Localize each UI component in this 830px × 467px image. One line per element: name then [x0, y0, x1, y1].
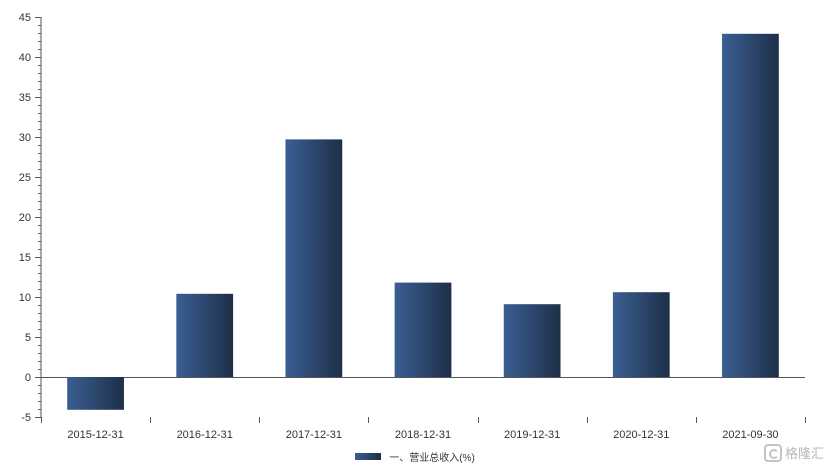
y-axis: -5 0 5 10 15 20 25 30 35 40 45 — [19, 12, 42, 424]
y-tick-label: 45 — [19, 12, 31, 24]
y-tick-label: -5 — [21, 412, 31, 424]
y-tick-label: 30 — [19, 132, 31, 144]
x-tick-label: 2019-12-31 — [504, 429, 560, 441]
y-tick-label: 0 — [25, 372, 31, 384]
y-tick-label: 40 — [19, 52, 31, 64]
y-tick-label: 10 — [19, 292, 31, 304]
bar[interactable] — [285, 139, 343, 377]
legend[interactable]: 一、营业总收入(%) — [0, 449, 830, 464]
bar[interactable] — [394, 282, 452, 377]
legend-swatch — [355, 453, 382, 460]
x-tick-label: 2017-12-31 — [286, 429, 342, 441]
bar[interactable] — [503, 304, 561, 377]
bar[interactable] — [612, 292, 670, 377]
x-tick-label: 2020-12-31 — [613, 429, 669, 441]
y-tick-label: 35 — [19, 92, 31, 104]
x-tick-label: 2015-12-31 — [67, 429, 123, 441]
legend-label: 一、营业总收入(%) — [389, 453, 475, 464]
x-tick-label: 2018-12-31 — [395, 429, 451, 441]
x-tick-label: 2016-12-31 — [177, 429, 233, 441]
gelonghui-logo-icon — [763, 443, 782, 462]
bar[interactable] — [176, 293, 234, 377]
bar[interactable] — [67, 377, 124, 410]
bar[interactable] — [722, 33, 779, 378]
y-tick-label: 15 — [19, 252, 31, 264]
x-axis: 2015-12-31 2016-12-31 2017-12-31 2018-12-31… — [41, 377, 806, 441]
watermark-text: 格隆汇 — [784, 446, 824, 461]
y-tick-label: 20 — [19, 212, 31, 224]
x-tick-label: 2021-09-30 — [722, 429, 778, 441]
bars — [67, 33, 779, 410]
watermark: 格隆汇 — [763, 443, 824, 462]
y-tick-label: 25 — [19, 172, 31, 184]
y-tick-label: 5 — [25, 332, 31, 344]
